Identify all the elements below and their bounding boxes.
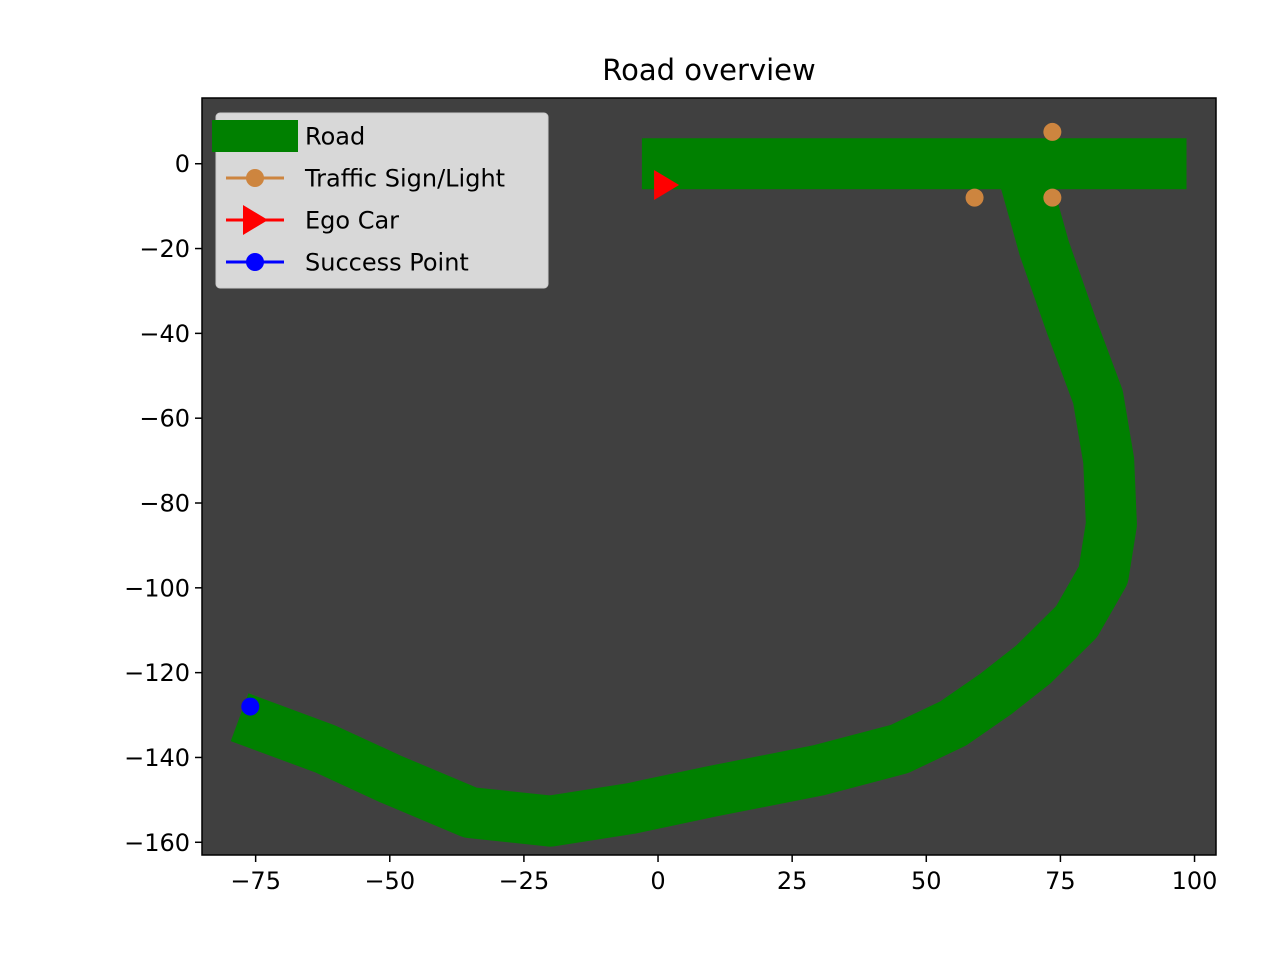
y-tick-label: −140 — [124, 744, 190, 772]
legend-label: Traffic Sign/Light — [304, 165, 505, 193]
x-tick-label: −50 — [364, 867, 415, 895]
legend-box — [215, 112, 549, 289]
legend-label: Success Point — [305, 249, 469, 277]
x-tick-label: 50 — [911, 867, 942, 895]
legend-ego-car-marker — [243, 205, 268, 235]
y-tick-label: −160 — [124, 829, 190, 857]
traffic-sign-point-1 — [1043, 122, 1062, 141]
ego-car-marker — [654, 169, 680, 200]
legend-success-point-marker — [246, 253, 264, 271]
legend-entry-success-point: Success Point — [226, 249, 469, 277]
y-tick-label: −100 — [124, 574, 190, 602]
y-tick-label: −40 — [139, 320, 190, 348]
legend-label: Road — [305, 123, 365, 151]
markers-layer — [241, 122, 1062, 716]
x-tick-label: 100 — [1172, 867, 1218, 895]
x-tick-label: 25 — [777, 867, 808, 895]
x-tick-label: −75 — [230, 867, 281, 895]
traffic-sign-point-3 — [1043, 188, 1062, 207]
y-tick-label: −20 — [139, 235, 190, 263]
y-axis: 0 −20 −40 −60 −80 −100 −120 −140 −160 — [124, 150, 202, 857]
road-segment-2 — [230, 165, 1137, 847]
y-tick-label: 0 — [175, 150, 190, 178]
legend-label: Ego Car — [305, 207, 399, 235]
x-tick-label: −25 — [499, 867, 550, 895]
legend-entry-ego-car: Ego Car — [226, 205, 399, 235]
y-tick-label: −120 — [124, 659, 190, 687]
plot-frame — [201, 97, 1217, 856]
success-point-marker — [241, 697, 260, 716]
x-tick-label: 0 — [650, 867, 665, 895]
legend-entry-traffic-sign: Traffic Sign/Light — [226, 165, 505, 193]
legend-traffic-sign-marker — [246, 169, 264, 187]
roads-layer — [230, 138, 1187, 847]
x-axis: −75 −50 −25 0 25 50 75 100 — [230, 855, 1217, 895]
legend-road-swatch — [212, 120, 298, 152]
x-tick-label: 75 — [1045, 867, 1076, 895]
chart-title: Road overview — [602, 53, 815, 87]
y-tick-label: −60 — [139, 405, 190, 433]
y-tick-label: −80 — [139, 490, 190, 518]
traffic-sign-point-2 — [965, 188, 984, 207]
legend-entry-road: Road — [212, 120, 365, 152]
legend: Road Traffic Sign/Light Ego Car Success Poi… — [212, 112, 549, 289]
